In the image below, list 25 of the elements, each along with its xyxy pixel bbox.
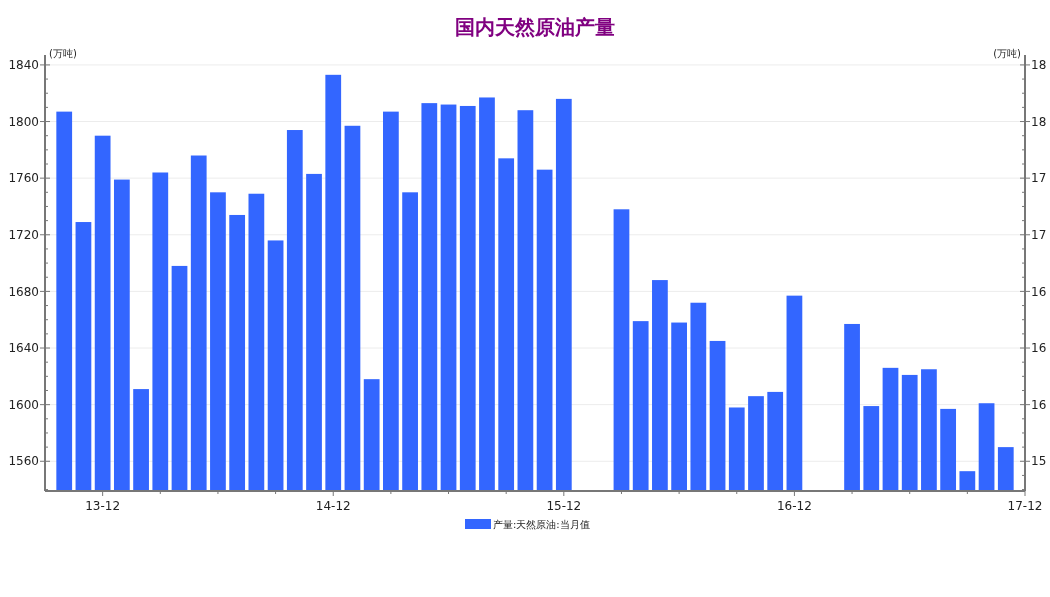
x-tick-label: 13-12 (85, 499, 121, 513)
y-tick-label: 1840 (8, 58, 39, 73)
y2-tick-label: 17 (1031, 227, 1047, 242)
y2-tick-label: 16 (1031, 397, 1047, 412)
y2-tick-label: 18 (1031, 114, 1047, 129)
x-tick-label: 16-12 (776, 499, 812, 513)
y2-tick-label: 15 (1031, 454, 1047, 469)
y-axis-title: (万吨) (49, 48, 77, 59)
x-tick-label: 14-12 (315, 499, 351, 513)
y-tick-label: 1560 (8, 454, 39, 469)
y2-tick-label: 16 (1031, 341, 1047, 356)
y2-tick-label: 18 (1031, 58, 1047, 73)
y2-axis-title: (万吨) (993, 48, 1022, 59)
chart-title: 国内天然原油产量 (455, 15, 615, 39)
y-tick-label: 1600 (8, 397, 39, 412)
legend-label: 产量:天然原油:当月值 (493, 518, 590, 530)
y-tick-label: 1760 (8, 171, 39, 186)
x-tick-label: 17-12 (1007, 499, 1043, 513)
y2-tick-label: 17 (1031, 171, 1047, 186)
y-tick-label: 1680 (8, 284, 39, 299)
y-tick-label: 1800 (8, 114, 39, 129)
y-tick-label: 1640 (8, 341, 39, 356)
y-tick-label: 1720 (8, 227, 39, 242)
y2-tick-label: 16 (1031, 284, 1047, 299)
x-tick-label: 15-12 (546, 499, 582, 513)
